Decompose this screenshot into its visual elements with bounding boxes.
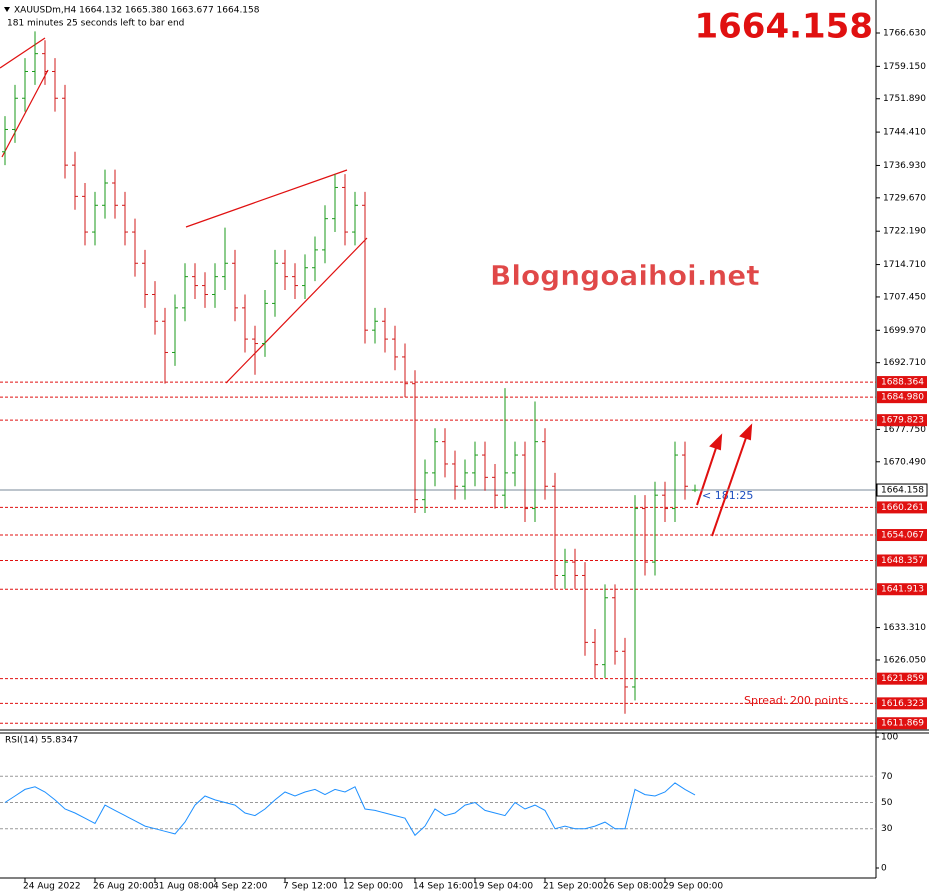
- rsi-title: RSI(14) 55.8347: [5, 736, 78, 746]
- trend-lines: [0, 37, 368, 384]
- level-label: 1679.823: [881, 416, 924, 426]
- rsi-tick-label: 30: [881, 824, 893, 834]
- watermark: Blogngoaihoi.net: [490, 259, 760, 292]
- level-label: 1648.357: [881, 556, 924, 566]
- countdown: < 181:25: [702, 489, 753, 502]
- current-price-box: [876, 483, 928, 497]
- x-tick-label: 21 Sep 20:00: [543, 882, 603, 892]
- y-tick-label: 1633.310: [883, 623, 926, 633]
- level-label-box: [877, 717, 927, 730]
- y-tick-label: 1751.890: [883, 94, 926, 104]
- y-tick-label: 1736.930: [883, 161, 926, 171]
- chart-subtitle: 181 minutes 25 seconds left to bar end: [7, 19, 184, 29]
- x-tick-label: 4 Sep 22:00: [213, 882, 268, 892]
- y-tick-label: 1766.630: [883, 29, 926, 39]
- y-tick-label: 1729.670: [883, 193, 926, 203]
- level-label: 1611.869: [881, 719, 924, 729]
- y-tick-label: 1707.450: [883, 292, 926, 302]
- level-label-box: [877, 501, 927, 514]
- level-label: 1616.323: [881, 699, 924, 709]
- spread-label: Spread: 200 points: [744, 694, 848, 707]
- x-tick-label: 24 Aug 2022: [23, 882, 81, 892]
- level-label-box: [877, 414, 927, 427]
- y-tick-label: 1722.190: [883, 227, 926, 237]
- y-tick-label: 1759.150: [883, 62, 926, 72]
- level-label: 1660.261: [881, 503, 924, 513]
- x-tick-label: 19 Sep 04:00: [473, 882, 533, 892]
- y-tick-label: 1699.970: [883, 326, 926, 336]
- x-tick-label: 31 Aug 08:00: [153, 882, 214, 892]
- level-label-box: [877, 672, 927, 685]
- level-label-box: [877, 391, 927, 404]
- x-tick-label: 12 Sep 00:00: [343, 882, 403, 892]
- rsi-tick-label: 50: [881, 798, 893, 808]
- x-tick-label: 14 Sep 16:00: [413, 882, 473, 892]
- y-tick-label: 1626.050: [883, 655, 926, 665]
- level-label-box: [877, 554, 927, 567]
- rsi-tick-label: 0: [881, 864, 887, 874]
- rsi-tick-label: 100: [881, 733, 898, 743]
- y-tick-label: 1692.710: [883, 358, 926, 368]
- level-label-box: [877, 376, 927, 389]
- level-label-box: [877, 697, 927, 710]
- rsi-line: [4, 782, 696, 837]
- arrows: [696, 423, 753, 537]
- y-tick-label: 1714.710: [883, 260, 926, 270]
- level-label: 1688.364: [881, 378, 924, 388]
- x-tick-label: 26 Aug 20:00: [93, 882, 154, 892]
- y-tick-label: 1744.410: [883, 128, 926, 138]
- x-tick-label: 26 Sep 08:00: [603, 882, 663, 892]
- level-label: 1621.859: [881, 674, 924, 684]
- level-label: 1641.913: [881, 585, 924, 595]
- rsi-tick-label: 70: [881, 772, 893, 782]
- current-price-label: 1664.158: [881, 486, 924, 496]
- level-label: 1684.980: [881, 393, 924, 403]
- collapse-icon[interactable]: [4, 7, 10, 12]
- big-price: 1664.158: [694, 7, 873, 47]
- x-tick-label: 29 Sep 00:00: [663, 882, 723, 892]
- level-label-box: [877, 583, 927, 596]
- chart-header: XAUUSDm,H4 1664.132 1665.380 1663.677 16…: [14, 6, 260, 16]
- y-tick-label: 1670.490: [883, 457, 926, 467]
- y-tick-label: 1677.750: [883, 425, 926, 435]
- x-tick-label: 7 Sep 12:00: [283, 882, 338, 892]
- level-label-box: [877, 529, 927, 542]
- level-label: 1654.067: [881, 531, 924, 541]
